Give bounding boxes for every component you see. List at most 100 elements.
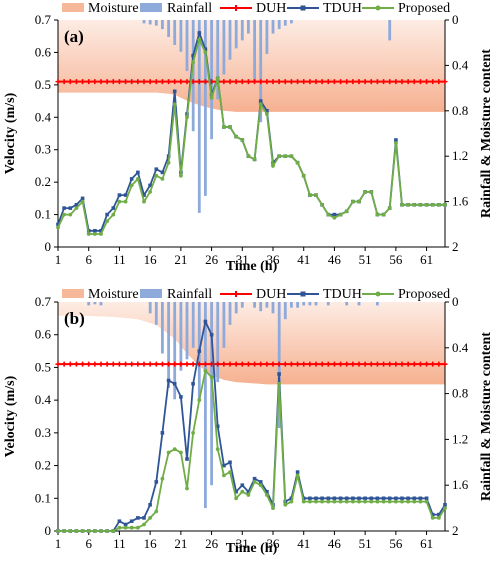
point-Proposed (246, 154, 251, 159)
point-Proposed (308, 499, 312, 504)
y2-tick-label: 0 (452, 12, 459, 27)
point-DUH (202, 361, 208, 367)
point-Proposed (418, 202, 423, 207)
rainfall-bar (265, 302, 269, 308)
rainfall-bar (87, 302, 91, 306)
point-Proposed (295, 473, 300, 478)
point-TDUH (191, 382, 195, 386)
point-DUH (141, 361, 147, 367)
point-Proposed (191, 431, 196, 435)
point-Proposed (314, 499, 318, 504)
y2-tick-label: 0 (452, 294, 459, 309)
rainfall-bar (161, 20, 164, 30)
y-axis-title: Velocity (m/s) (3, 92, 18, 174)
point-Proposed (430, 516, 435, 520)
point-TDUH (56, 222, 60, 227)
point-DUH (331, 361, 337, 367)
rainfall-bar (240, 302, 244, 308)
point-Proposed (289, 499, 294, 504)
x-tick-label: 1 (55, 252, 62, 267)
rainfall-bar (388, 20, 392, 41)
point-DUH (264, 361, 270, 367)
legend: Moisture Rainfall DUH TDUH Proposed (62, 1, 450, 16)
rainfall-bar (357, 302, 361, 306)
point-DUH (393, 79, 399, 85)
legend-label: Proposed (398, 1, 450, 16)
x-tick-label: 61 (420, 536, 433, 551)
point-TDUH (136, 170, 140, 175)
point-TDUH (197, 349, 202, 353)
point-DUH (411, 361, 417, 367)
x-tick-label: 21 (174, 536, 187, 551)
point-Proposed (265, 493, 269, 497)
point-DUH (123, 361, 129, 367)
rainfall-bar (204, 302, 207, 509)
point-TDUH (234, 489, 238, 494)
point-Proposed (326, 499, 331, 504)
point-DUH (276, 79, 282, 85)
point-Proposed (80, 529, 85, 533)
point-Proposed (209, 375, 214, 380)
point-TDUH (123, 193, 128, 197)
rainfall-bar (222, 20, 226, 75)
y2-tick-label: 0.4 (452, 57, 469, 72)
y-tick-label: 0.6 (35, 44, 52, 59)
point-DUH (436, 79, 442, 85)
rainfall-bar (302, 302, 306, 306)
point-TDUH (375, 496, 380, 501)
point-Proposed (93, 232, 97, 236)
point-DUH (98, 79, 104, 85)
point-DUH (356, 361, 362, 367)
point-DUH (73, 361, 79, 367)
point-DUH (184, 79, 190, 85)
rainfall-bar (290, 20, 293, 24)
point-TDUH (99, 229, 103, 233)
point-Proposed (357, 499, 361, 504)
point-Proposed (117, 525, 122, 530)
point-DUH (325, 361, 331, 367)
point-TDUH (357, 496, 361, 501)
point-Proposed (258, 483, 263, 488)
rainfall-bar (376, 302, 379, 306)
y2-axis-title: Rainfall & Moisture content (479, 332, 494, 501)
point-DUH (178, 79, 184, 85)
point-Proposed (228, 125, 232, 129)
point-DUH (245, 361, 251, 367)
point-TDUH (172, 89, 177, 94)
series-line-Proposed (57, 36, 445, 235)
rainfall-bar (228, 20, 232, 60)
point-Proposed (142, 199, 146, 204)
point-DUH (92, 361, 98, 367)
legend-label: Moisture (88, 287, 139, 302)
point-DUH (233, 79, 239, 85)
point-DUH (166, 79, 172, 85)
point-Proposed (111, 529, 116, 533)
point-Proposed (271, 506, 275, 510)
point-Proposed (117, 199, 122, 204)
x-tick-label: 16 (144, 536, 158, 551)
point-Proposed (400, 499, 404, 504)
point-DUH (61, 79, 67, 85)
point-DUH (166, 361, 172, 367)
point-Proposed (412, 202, 417, 207)
point-Proposed (222, 473, 226, 478)
point-Proposed (56, 529, 60, 533)
point-DUH (135, 79, 141, 85)
legend-swatch-rainfall (140, 3, 162, 12)
point-Proposed (129, 525, 134, 530)
point-Proposed (222, 125, 226, 129)
point-Proposed (209, 95, 214, 100)
point-Proposed (74, 206, 79, 211)
rainfall-bar (283, 20, 287, 26)
point-DUH (147, 361, 153, 367)
point-Proposed (406, 202, 410, 207)
point-TDUH (332, 496, 337, 501)
point-Proposed (308, 193, 312, 198)
point-TDUH (351, 496, 355, 501)
point-DUH (288, 79, 294, 85)
rainfall-bar (173, 20, 177, 45)
point-Proposed (179, 450, 183, 455)
point-Proposed (295, 160, 300, 165)
point-TDUH (394, 138, 398, 142)
x-axis-title: Time (h) (226, 259, 278, 274)
